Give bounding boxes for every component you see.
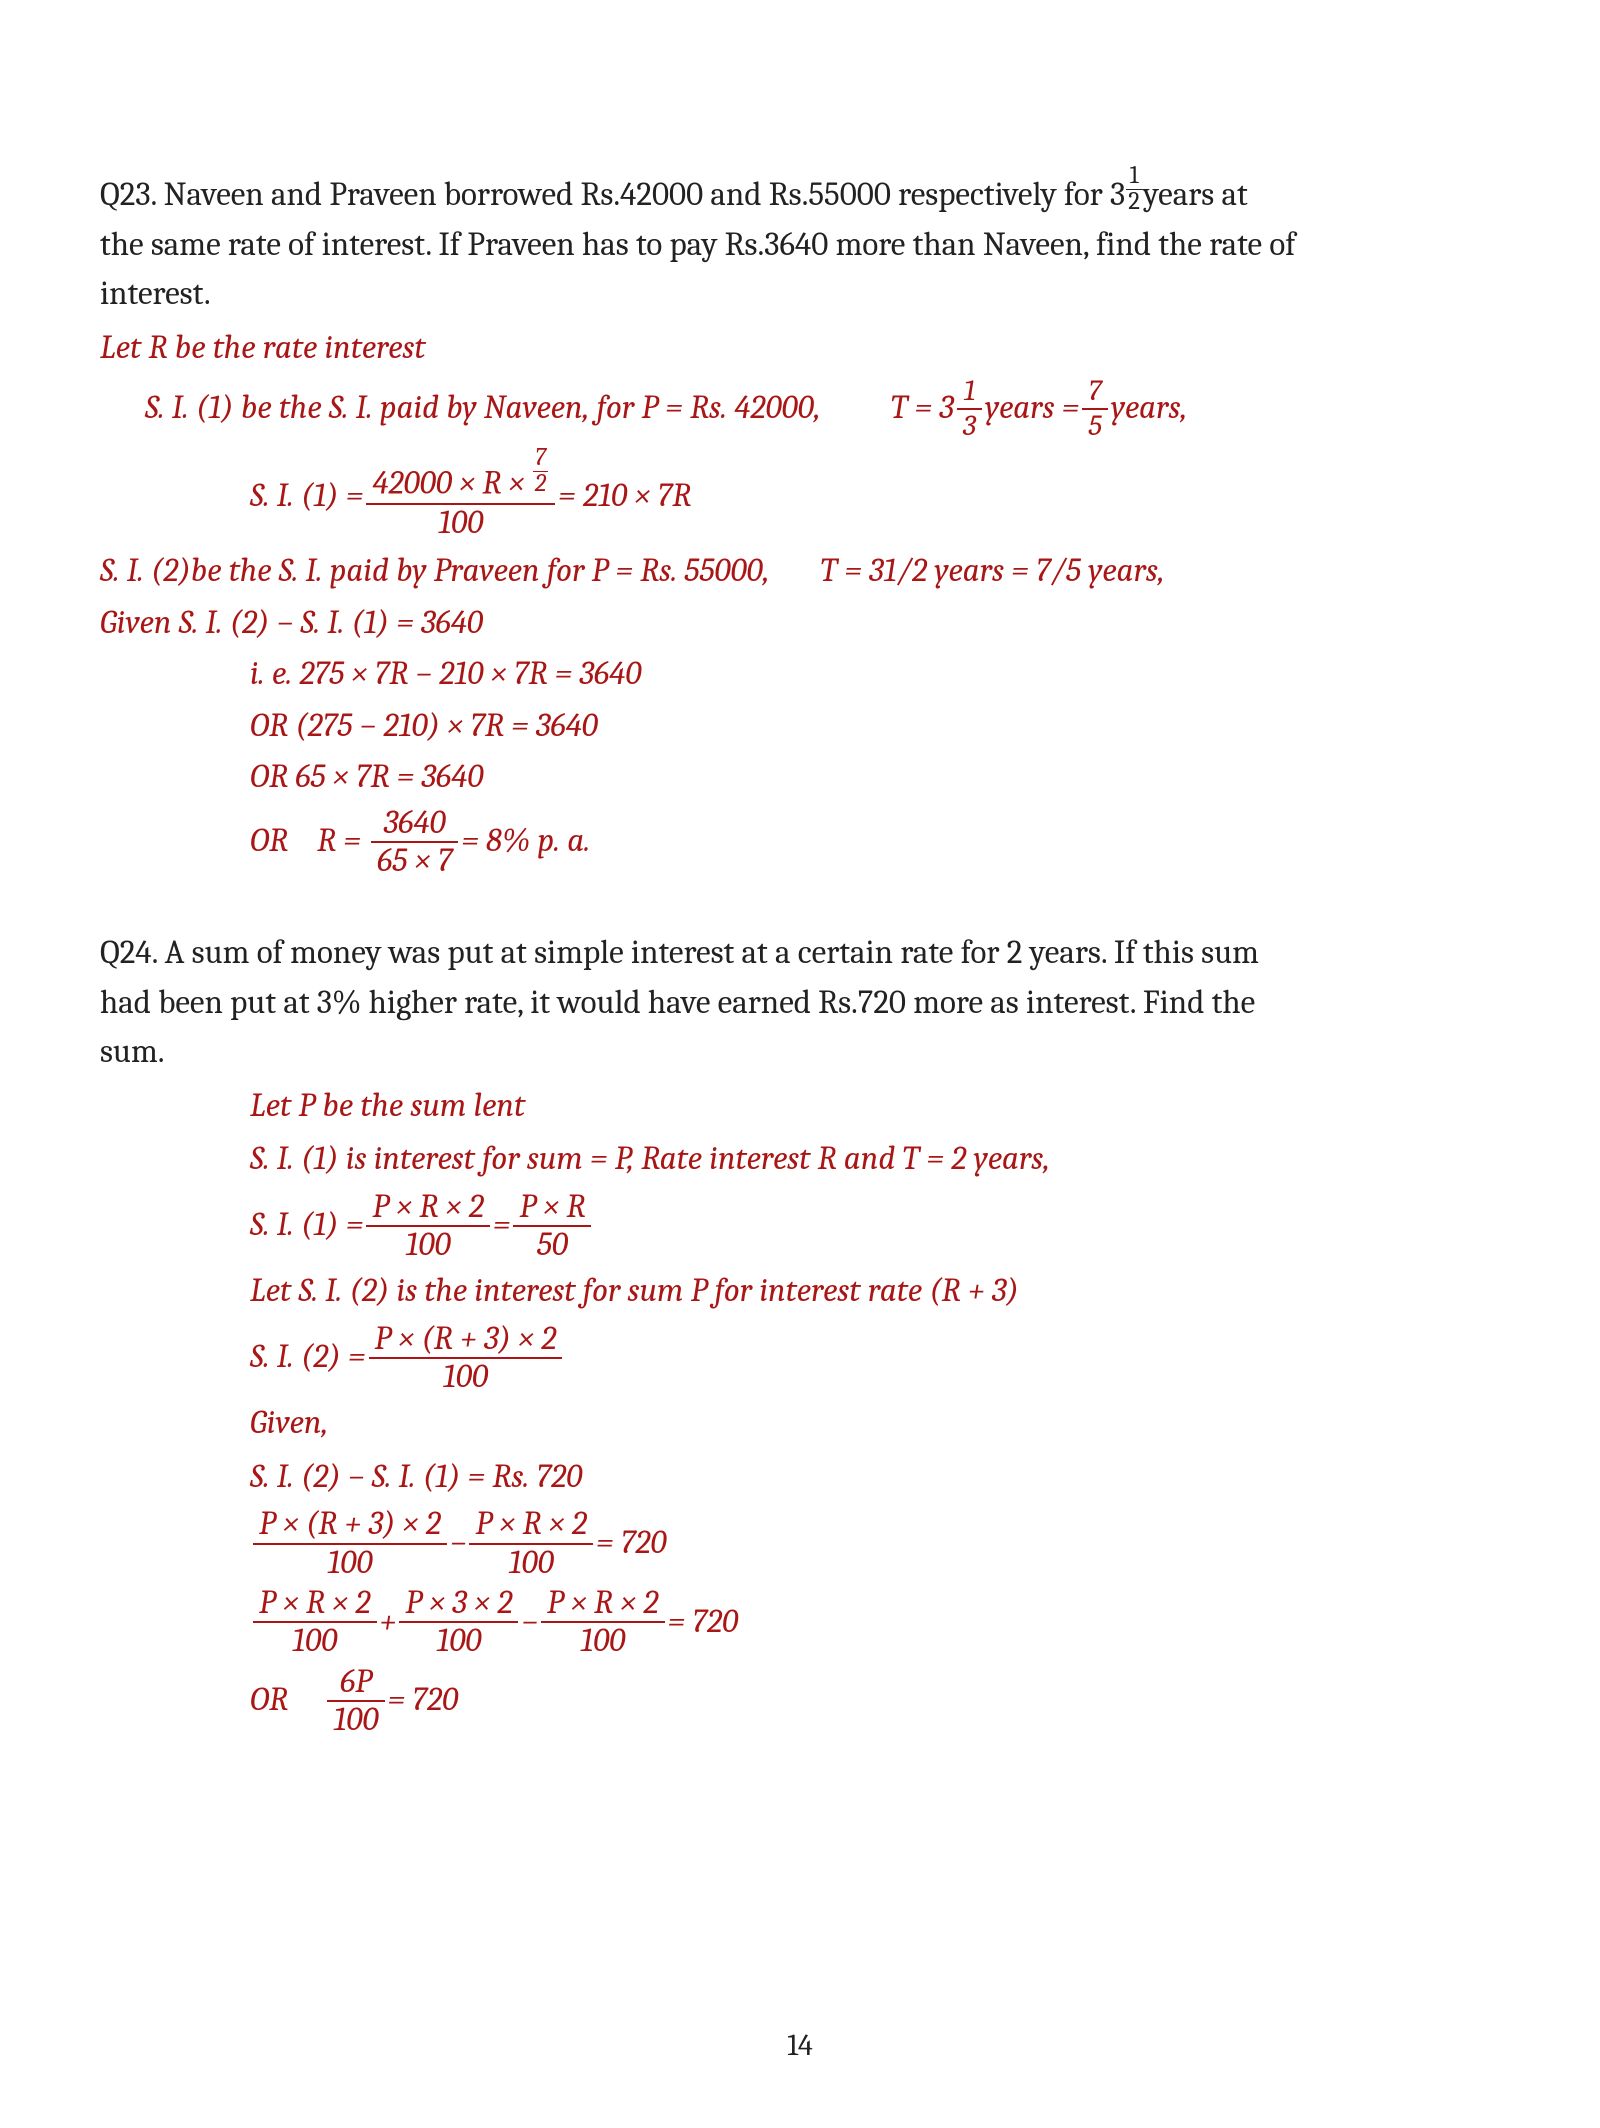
q23-sol-l3-num-text: 42000 × R × [372, 465, 531, 503]
q23-sol-l2d: years, [1111, 384, 1187, 434]
q24-sol-l8-minus: − [450, 1519, 467, 1569]
q24-sol-l9-plus: + [380, 1598, 397, 1648]
q23-sol-l3-frac: 42000 × R × 72 100 [366, 452, 555, 541]
q23-sol-l2c: years = [985, 384, 1079, 434]
q23-sol-l6: i. e. 275 × 7R − 210 × 7R = 3640 [100, 650, 1500, 700]
q24-question: Q24. A sum of money was put at simple in… [100, 929, 1500, 1078]
q24-sol-l8-frac1: P × (R + 3) × 2 100 [253, 1506, 447, 1581]
q24-sol-l9-minus: − [521, 1598, 538, 1648]
q23-sol-l2-frac1: 1 3 [957, 375, 982, 442]
q24-sol-l3-eq: = [493, 1201, 511, 1251]
q24-sol-l5a: S. I. (2) = [250, 1333, 366, 1383]
q24-sol-l7: S. I. (2) − S. I. (1) = Rs. 720 [100, 1453, 1500, 1503]
q24-sol-l3-frac1: P × R × 2 100 [366, 1189, 490, 1264]
q23-solution: Let R be the rate interest S. I. (1) be … [100, 324, 1500, 880]
q24-sol-l2: S. I. (1) is interest for sum = P, Rate … [100, 1135, 1500, 1185]
q23-sol-l9: OR R = 3640 65 × 7 = 8% p. a. [100, 805, 1500, 880]
q24-sol-l3a: S. I. (1) = [250, 1201, 363, 1251]
q24-sol-l10b: = 720 [388, 1676, 459, 1726]
q24-sol-l10a: OR [250, 1676, 324, 1726]
q24-sol-l8b: = 720 [596, 1519, 667, 1569]
q23-sol-l3-num-frac: 72 [533, 446, 548, 497]
q24-sol-l9: P × R × 2 100 + P × 3 × 2 100 − P × R × … [100, 1585, 1500, 1660]
q23-sol-l9a: OR R = [250, 817, 368, 867]
q24-text-3: sum. [100, 1028, 1500, 1078]
q23-sol-l9b: = 8% p. a. [461, 817, 590, 867]
page-number: 14 [0, 2023, 1600, 2068]
q24-sol-l9-frac3: P × R × 2 100 [541, 1585, 665, 1660]
q24-sol-l5-frac: P × (R + 3) × 2 100 [369, 1321, 563, 1396]
q23-line1: Q23. Naveen and Praveen borrowed Rs.4200… [100, 170, 1500, 221]
q24-sol-l8-frac2: P × R × 2 100 [469, 1506, 593, 1581]
q23-sol-l5: Given S. I. (2) − S. I. (1) = 3640 [100, 599, 1500, 649]
q24-sol-l10-frac: 6P 100 [327, 1664, 384, 1739]
q24-sol-l3: S. I. (1) = P × R × 2 100 = P × R 50 [100, 1189, 1500, 1264]
q23-sol-l3-num: 42000 × R × 72 [366, 452, 555, 505]
q23-sol-l3b: = 210 × 7R [558, 472, 691, 522]
q24-sol-l10: OR 6P 100 = 720 [100, 1664, 1500, 1739]
q24-text-1: Q24. A sum of money was put at simple in… [100, 929, 1500, 979]
q23-sol-l7: OR (275 − 210) × 7R = 3640 [100, 702, 1500, 752]
q24-sol-l9-frac2: P × 3 × 2 100 [399, 1585, 518, 1660]
q23-sol-l4: S. I. (2)be the S. I. paid by Praveen fo… [100, 547, 1500, 597]
q24-sol-l4: Let S. I. (2) is the interest for sum P … [100, 1267, 1500, 1317]
q23-sol-l1: Let R be the rate interest [100, 324, 1500, 374]
q24-sol-l8: P × (R + 3) × 2 100 − P × R × 2 100 = 72… [100, 1506, 1500, 1581]
q23-sol-l8: OR 65 × 7R = 3640 [100, 753, 1500, 803]
q24-sol-l1: Let P be the sum lent [100, 1082, 1500, 1132]
q24-sol-l5: S. I. (2) = P × (R + 3) × 2 100 [100, 1321, 1500, 1396]
q24-solution: Let P be the sum lent S. I. (1) is inter… [100, 1082, 1500, 1738]
q23-sol-l3: S. I. (1) = 42000 × R × 72 100 = 210 × 7… [100, 452, 1500, 541]
q23-text-3: interest. [100, 270, 1500, 320]
q24-sol-l9-frac1: P × R × 2 100 [253, 1585, 377, 1660]
q24-text-2: had been put at 3% higher rate, it would… [100, 979, 1500, 1029]
q23-sol-l3-den: 100 [366, 505, 555, 541]
q23-sol-l2-frac2: 7 5 [1082, 375, 1108, 442]
q23-text-1: Q23. Naveen and Praveen borrowed Rs.4200… [100, 171, 1125, 221]
q23-sol-l2b: T = 3 [891, 384, 954, 434]
q23-text-1b: years at [1143, 171, 1248, 221]
q23-sol-l3a: S. I. (1) = [250, 472, 363, 522]
page: Q23. Naveen and Praveen borrowed Rs.4200… [0, 0, 1600, 2128]
q23-text-2: the same rate of interest. If Praveen ha… [100, 221, 1500, 271]
q23-mixed-fraction: 1 2 [1126, 164, 1142, 215]
q23-sol-l2: S. I. (1) be the S. I. paid by Naveen, f… [100, 375, 1500, 442]
q24-sol-l9b: = 720 [668, 1598, 739, 1648]
q24-sol-l6: Given, [100, 1399, 1500, 1449]
q24-sol-l3-frac2: P × R 50 [513, 1189, 591, 1264]
q23-sol-l2a: S. I. (1) be the S. I. paid by Naveen, f… [145, 384, 821, 434]
q23-question: Q23. Naveen and Praveen borrowed Rs.4200… [100, 170, 1500, 320]
q23-sol-l9-frac: 3640 65 × 7 [371, 805, 458, 880]
